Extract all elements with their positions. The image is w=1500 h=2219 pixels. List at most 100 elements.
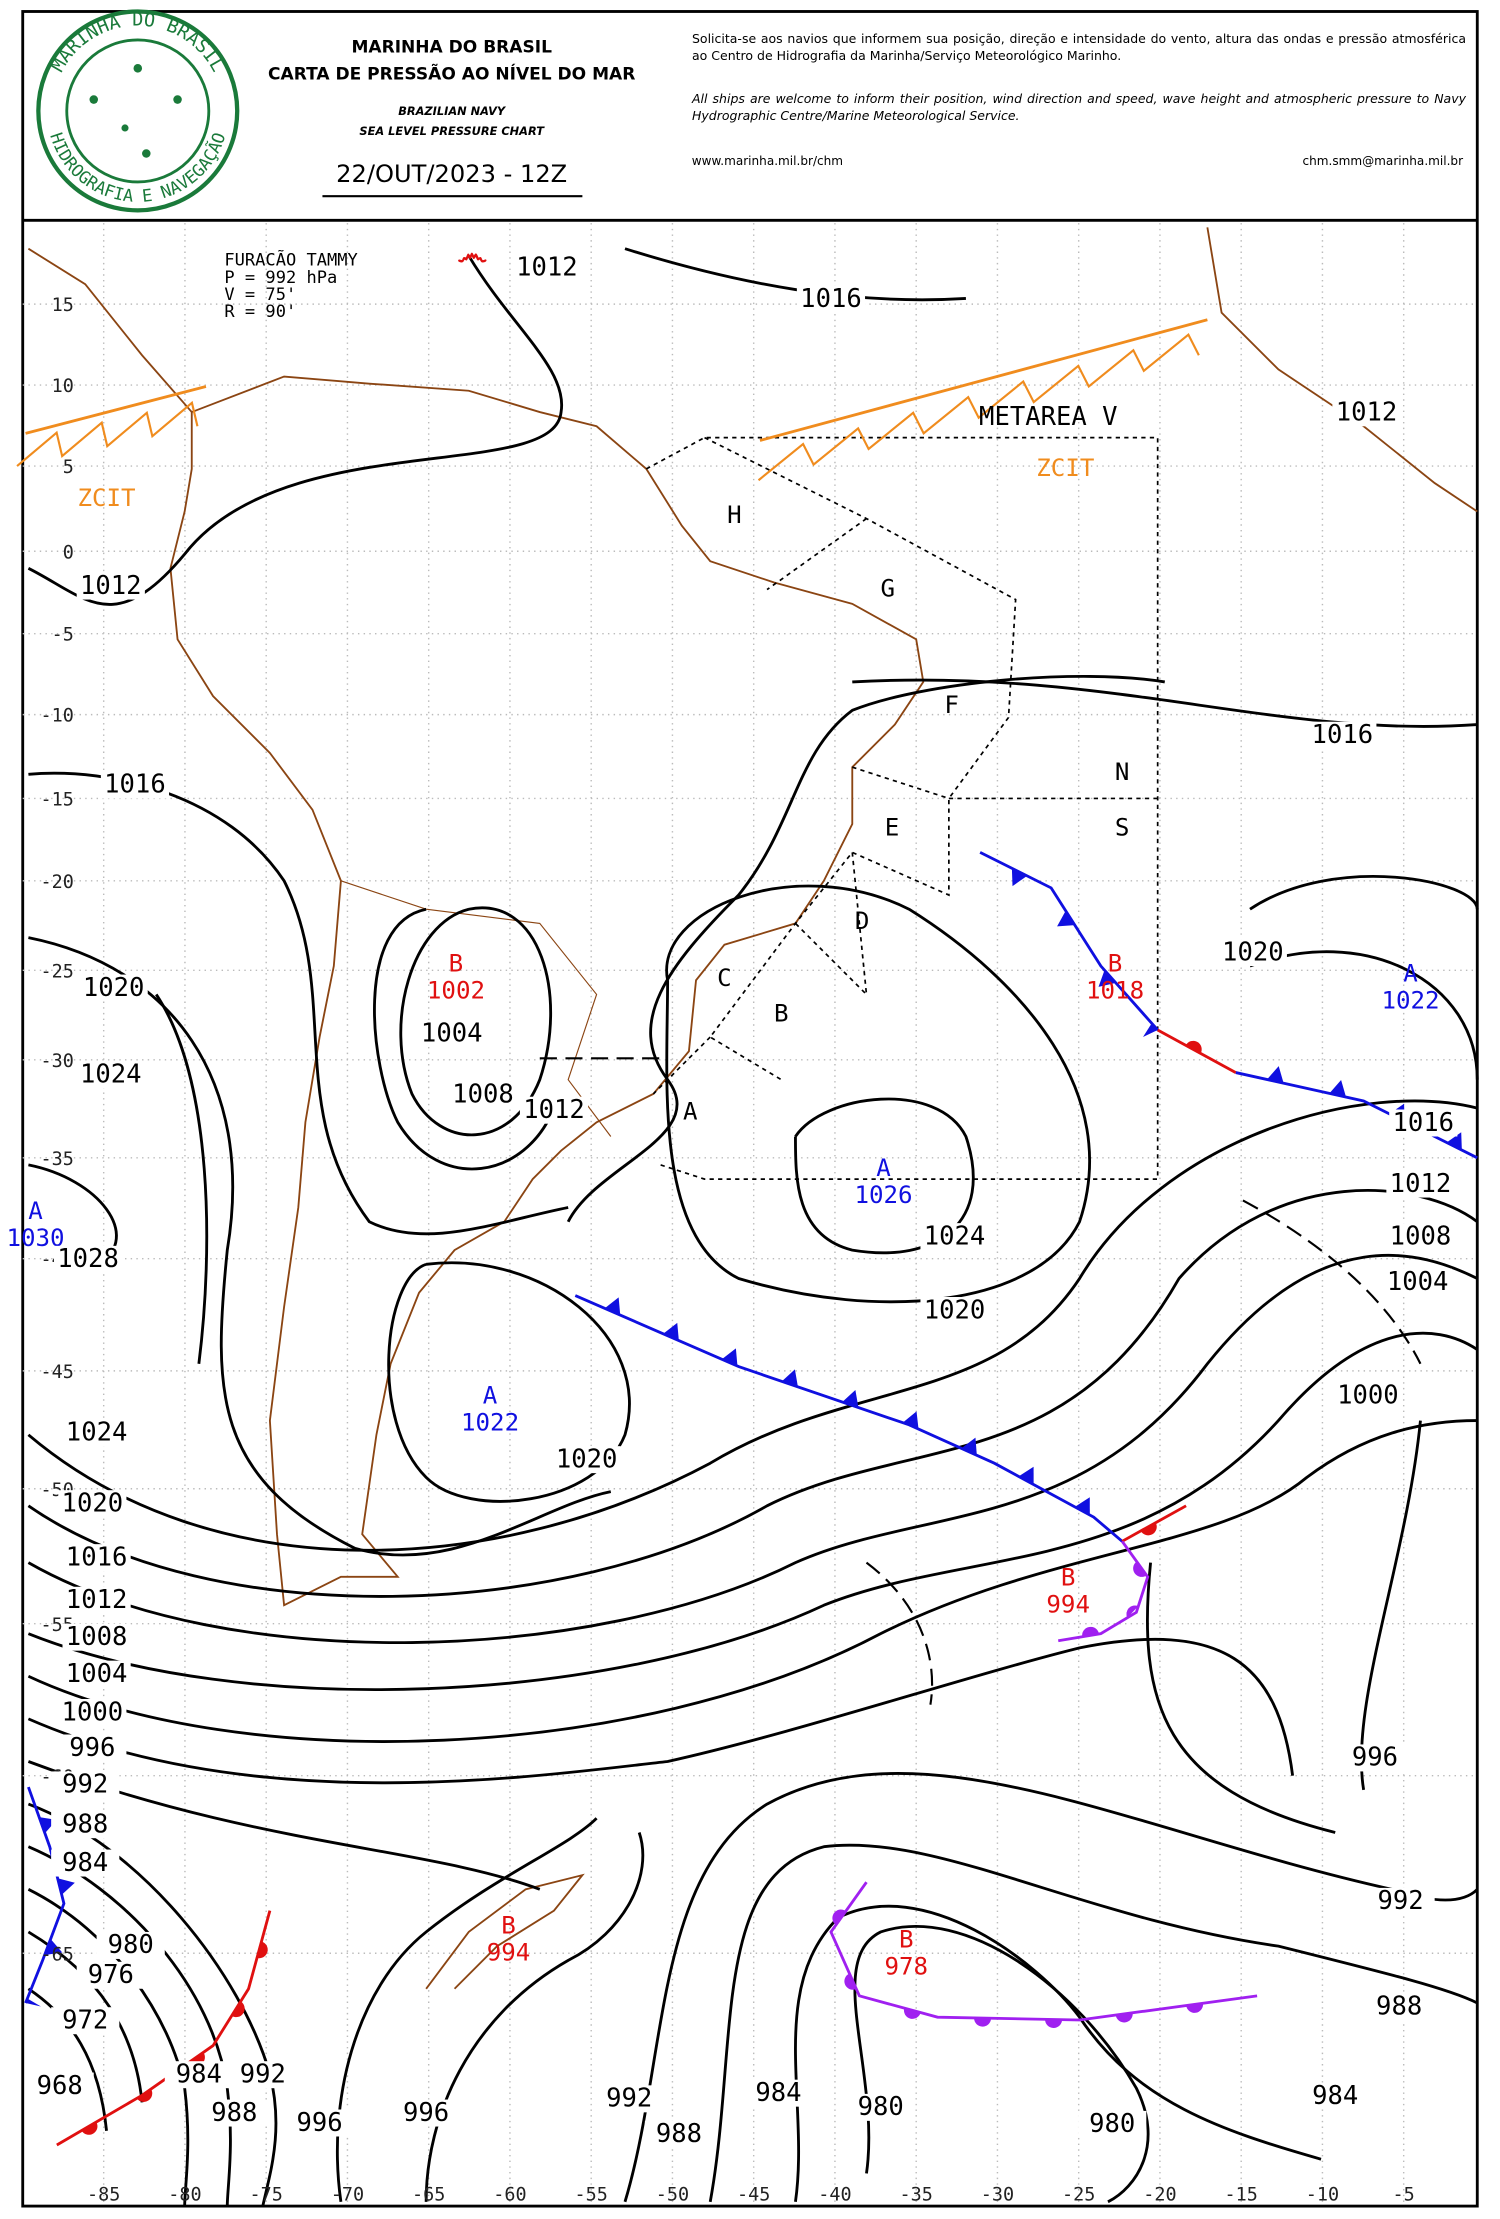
system-pressure: 1026 <box>854 1181 912 1209</box>
isobar-label-bg <box>1078 2110 1147 2138</box>
isobar-label: 992 <box>62 1770 108 1800</box>
front-symbol <box>1143 1023 1158 1037</box>
isobar <box>852 678 1478 728</box>
isobar-label: 1000 <box>1337 1381 1399 1411</box>
isobar-label: 996 <box>69 1733 115 1763</box>
isobar-label-bg <box>417 1020 486 1047</box>
hurricane-info: FURACÃO TAMMY <box>224 249 357 271</box>
isobar-label: 976 <box>88 1960 134 1990</box>
isobar-label: 1016 <box>1393 1108 1455 1138</box>
front-symbol <box>1140 1522 1157 1536</box>
front-symbol <box>57 1878 75 1895</box>
latitude-label: -30 <box>41 1051 74 1072</box>
trough <box>865 1561 934 1705</box>
longitude-label: -65 <box>412 2184 445 2205</box>
front-symbol <box>1446 1132 1462 1151</box>
front-symbol <box>604 1297 621 1316</box>
isobar-label: 996 <box>1352 1743 1398 1773</box>
system-type: A <box>28 1197 43 1225</box>
longitude-label: -35 <box>900 2184 933 2205</box>
isobar-label-bg <box>51 1771 120 1799</box>
isobar-label-bg <box>96 1931 165 1959</box>
isobar-label: 980 <box>108 1930 154 1960</box>
longitude-label: -5 <box>1393 2184 1415 2205</box>
metarea-title: METAREA V <box>979 402 1117 432</box>
front-symbol <box>974 2017 992 2027</box>
isobar-label-bg <box>285 2109 354 2137</box>
isobar-label: 1016 <box>66 1542 128 1572</box>
area-label: N <box>1115 758 1130 786</box>
isobar <box>424 1832 645 2202</box>
isobar-label: 1024 <box>66 1417 128 1447</box>
isobar <box>335 1817 598 2203</box>
system-type: B <box>501 1911 516 1939</box>
front-symbol <box>1045 2019 1063 2028</box>
isobar-label-bg <box>200 2099 269 2127</box>
zcit <box>757 332 1200 482</box>
isobar-label: 1008 <box>1390 1221 1452 1251</box>
isobar-label-bg <box>51 1849 120 1877</box>
isobar <box>28 771 569 1236</box>
isobar-label: 1004 <box>66 1659 128 1689</box>
hurricane-info: P = 992 hPa <box>224 268 337 288</box>
longitude-label: -55 <box>575 2184 608 2205</box>
longitude-label: -15 <box>1225 2184 1258 2205</box>
isobar <box>27 1760 541 1891</box>
system-type: B <box>1108 950 1123 978</box>
isobar <box>853 1925 1150 2204</box>
isobar-label: 988 <box>1376 1991 1422 2021</box>
isobar-label: 980 <box>858 2092 904 2122</box>
isobar-label-bg <box>53 1245 123 1273</box>
isobar-label-bg <box>1333 1382 1402 1410</box>
longitude-label: -25 <box>1062 2184 1095 2205</box>
isobar <box>794 1097 975 1255</box>
isobar <box>708 1843 1478 2203</box>
isobar-label: 1004 <box>1387 1267 1449 1297</box>
isobar-label-bg <box>1340 1744 1410 1772</box>
isobar-label: 984 <box>755 2078 801 2108</box>
latitude-label: -25 <box>41 961 74 982</box>
area-label: E <box>885 813 900 841</box>
isobar-label: 972 <box>62 2006 108 2036</box>
isobar-label: 1008 <box>66 1622 128 1652</box>
isobar-label-bg <box>76 572 145 600</box>
isobar-label: 1004 <box>421 1018 483 1048</box>
date: 22/OUT/2023 - 12Z <box>336 160 567 188</box>
title: CARTA DE PRESSÃO AO NÍVEL DO MAR <box>268 62 635 85</box>
isobar-label-bg <box>76 1961 145 1989</box>
area-label: A <box>683 1097 698 1125</box>
isobar-label-bg <box>1218 939 1287 967</box>
front-symbol <box>136 2089 153 2102</box>
border <box>21 10 1479 2208</box>
isobar-label-bg <box>1365 1993 1434 2021</box>
isobar-label-bg <box>512 254 581 282</box>
isobar <box>1249 950 1479 1080</box>
system-pressure: 1022 <box>1381 987 1439 1015</box>
system-pressure: 978 <box>884 1953 928 1981</box>
isobar-label: 1012 <box>1390 1169 1452 1199</box>
isobar <box>1359 1420 1422 1791</box>
isobar-label: 992 <box>240 2060 286 2090</box>
isobar-label: 988 <box>62 1810 108 1840</box>
isobar-label-bg <box>644 2120 714 2148</box>
front-symbol <box>1178 1505 1187 1511</box>
front-symbol <box>1185 1040 1202 1054</box>
metarea-boundary <box>852 766 950 800</box>
zcit <box>25 385 207 435</box>
front-symbol <box>721 1348 738 1367</box>
system-pressure: 1022 <box>461 1409 519 1437</box>
front-symbol <box>961 1437 977 1456</box>
front <box>574 1294 1124 1543</box>
isobar <box>27 1987 108 2131</box>
front-symbol <box>25 1998 41 2007</box>
front-symbol <box>844 1973 857 1990</box>
longitude-label: -80 <box>168 2184 201 2205</box>
isobar-label-bg <box>920 1223 989 1251</box>
isobar <box>1145 1562 1336 1834</box>
longitude-label: -20 <box>1143 2184 1176 2205</box>
isobar-label-bg <box>1389 1109 1458 1137</box>
isobar-label: 996 <box>297 2108 343 2138</box>
front-symbol <box>1133 1561 1147 1577</box>
isobar-label: 1020 <box>924 1295 986 1325</box>
latitude-label: -10 <box>41 706 74 727</box>
